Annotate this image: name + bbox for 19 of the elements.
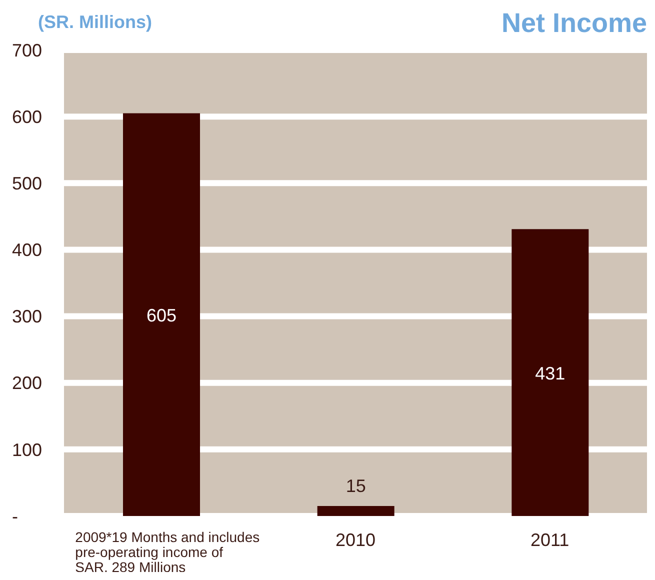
chart-title: Net Income (501, 8, 647, 39)
y-tick-label: 500 (12, 174, 42, 194)
x-tick-label: 2009*19 Months and includes pre-operating income of SAR. 289 Millions (75, 529, 260, 575)
y-axis-title: (SR. Millions) (38, 12, 152, 33)
y-tick-label: - (12, 506, 18, 526)
data-label: 605 (146, 306, 177, 326)
data-label: 431 (535, 364, 566, 384)
y-tick-label: 200 (12, 373, 42, 394)
y-tick-label: 400 (12, 240, 42, 260)
data-label: 15 (346, 476, 366, 496)
y-tick-label: 600 (12, 106, 42, 127)
x-tick-label: 2010 (335, 530, 376, 550)
bar (123, 113, 200, 516)
bar (512, 229, 589, 516)
bar (317, 506, 394, 516)
y-tick-label: 300 (12, 306, 42, 327)
y-tick-label: 100 (12, 440, 42, 460)
x-tick-label: 2011 (530, 530, 570, 550)
y-tick-label: 700 (12, 40, 42, 60)
